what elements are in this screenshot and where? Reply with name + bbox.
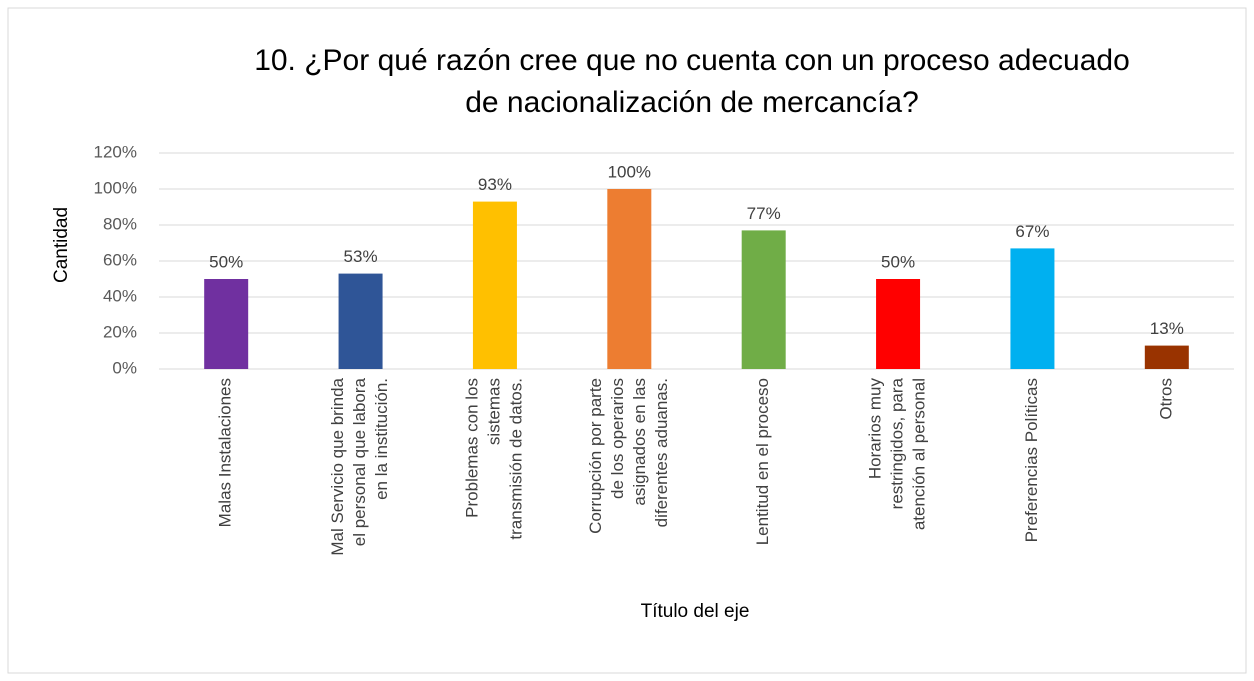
y-tick-label: 0%: [112, 358, 137, 377]
x-tick-label: de los operarios: [608, 378, 627, 499]
x-tick-label: Malas Instalaciones: [216, 378, 235, 527]
x-tick-label: Preferencias Políticas: [1022, 378, 1041, 542]
data-label: 50%: [881, 252, 915, 271]
x-tick-label: el personal que labora: [350, 377, 369, 546]
bar: [741, 230, 786, 369]
x-tick-label: sistemas: [484, 378, 503, 445]
data-label: 13%: [1150, 319, 1184, 338]
x-tick-label: Lentitud en el proceso: [753, 378, 772, 545]
data-label: 93%: [478, 175, 512, 194]
y-tick-label: 20%: [103, 322, 137, 341]
chart-title: 10. ¿Por qué razón cree que no cuenta co…: [254, 44, 1130, 77]
x-tick-label: Otros: [1156, 378, 1175, 420]
y-tick-label: 120%: [94, 142, 137, 161]
y-tick-label: 80%: [103, 214, 137, 233]
bar: [204, 279, 249, 369]
chart-title: de nacionalización de mercancía?: [465, 86, 919, 119]
x-axis-label: Título del eje: [641, 601, 750, 622]
bar: [1010, 248, 1055, 369]
x-tick-label: transmisión de datos.: [506, 378, 525, 540]
data-label: 100%: [608, 162, 651, 181]
x-tick-label: atención al personal: [910, 378, 929, 530]
x-tick-label: asignados en las: [630, 378, 649, 506]
y-tick-label: 40%: [103, 286, 137, 305]
y-axis-label: Cantidad: [51, 207, 72, 283]
x-tick-label: diferentes aduanas.: [652, 378, 671, 527]
bar: [607, 189, 652, 369]
x-tick-label: restringidos, para: [888, 377, 907, 509]
y-tick-label: 60%: [103, 250, 137, 269]
data-label: 67%: [1015, 222, 1049, 241]
x-tick-label: Mal Servicio que brinda: [328, 377, 347, 555]
data-label: 77%: [747, 204, 781, 223]
data-label: 50%: [209, 252, 243, 271]
bar: [1144, 345, 1189, 369]
bar: [338, 273, 383, 369]
bar: [876, 279, 921, 369]
bar: [472, 201, 517, 369]
x-tick-label: en la institución.: [372, 378, 391, 500]
data-label: 53%: [344, 247, 378, 266]
x-tick-label: Horarios muy: [866, 378, 885, 480]
x-tick-label: Problemas con los: [462, 378, 481, 518]
x-tick-label: Corrupción por parte: [586, 378, 605, 534]
y-tick-label: 100%: [94, 178, 137, 197]
